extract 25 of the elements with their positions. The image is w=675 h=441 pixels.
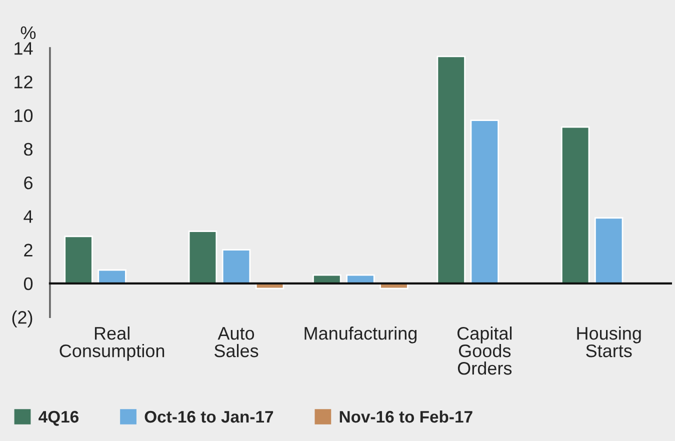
legend-label: Nov-16 to Feb-17 [340,410,472,423]
x-tick-label: Real Consumption [60,326,164,361]
bar [188,230,218,284]
bar [64,236,93,284]
x-tick-label: Auto Sales [214,327,258,358]
y-tick-label: (2) [12,310,32,328]
y-tick-label: 14 [14,42,33,55]
bar [470,120,500,284]
legend-label: 4Q16 [38,410,78,426]
y-tick-label: 10 [14,109,33,122]
x-tick-label: Capital Goods Orders [457,326,512,375]
x-tick-label: Housing Starts [577,326,641,358]
x-tick-label: Manufacturing [304,326,416,344]
bar [560,126,590,284]
bar [594,217,624,284]
bar [436,56,466,284]
y-tick-label: 2 [24,244,32,256]
legend-label: Oct-16 to Jan-17 [144,410,274,423]
bar [222,249,251,284]
y-tick-label: 6 [24,176,32,190]
y-tick-label: 4 [24,210,33,223]
y-tick-label: 8 [24,142,32,156]
y-axis-title: % [20,26,36,40]
y-tick-label: 0 [24,277,33,290]
y-tick-label: 12 [14,76,32,88]
